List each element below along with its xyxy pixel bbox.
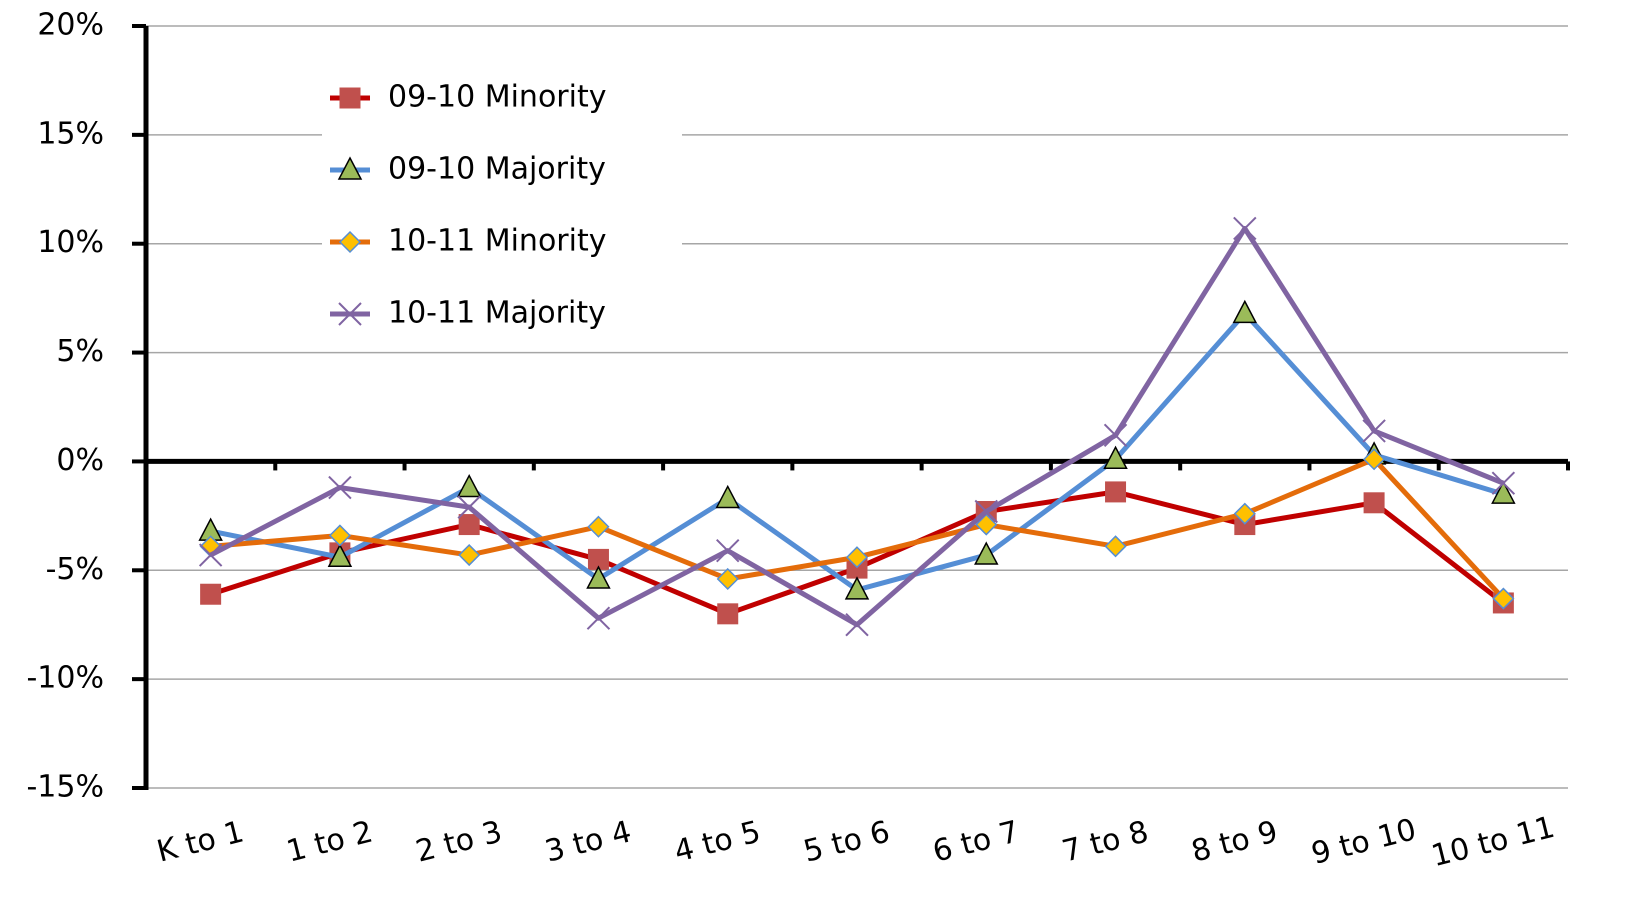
marker bbox=[1233, 216, 1257, 241]
y-tick-label: 15% bbox=[37, 116, 104, 151]
marker bbox=[327, 543, 353, 567]
legend-label: 09-10 Minority bbox=[388, 80, 606, 115]
marker bbox=[1492, 587, 1515, 610]
marker bbox=[337, 156, 363, 180]
marker bbox=[1232, 299, 1258, 324]
x-tick-label: 5 to 6 bbox=[800, 814, 893, 869]
marker bbox=[200, 583, 222, 605]
marker bbox=[717, 603, 739, 625]
x-tick-label: 10 to 11 bbox=[1428, 810, 1558, 874]
marker bbox=[1103, 423, 1128, 448]
marker bbox=[845, 546, 869, 569]
marker bbox=[844, 576, 870, 600]
marker bbox=[975, 513, 998, 536]
x-tick-label: 3 to 4 bbox=[542, 814, 635, 869]
marker bbox=[1105, 481, 1127, 503]
x-tick-label: 6 to 7 bbox=[929, 814, 1022, 869]
legend-label: 09-10 Majority bbox=[388, 152, 606, 187]
x-tick-label: 9 to 10 bbox=[1308, 812, 1420, 872]
marker bbox=[715, 484, 740, 509]
marker bbox=[1362, 419, 1386, 443]
y-tick-label: 0% bbox=[56, 443, 104, 478]
y-tick-label: 20% bbox=[37, 8, 104, 43]
marker bbox=[1363, 492, 1385, 514]
y-tick-label: -5% bbox=[46, 552, 104, 587]
legend-label: 10-11 Majority bbox=[388, 296, 606, 331]
marker bbox=[1491, 471, 1516, 495]
legend: 09-10 Minority 09-10 Majority 10-11 Minori… bbox=[322, 60, 682, 346]
marker bbox=[458, 543, 481, 567]
x-tick-label: 1 to 2 bbox=[283, 814, 376, 869]
marker bbox=[1233, 502, 1256, 525]
marker bbox=[338, 230, 362, 254]
y-tick-label: 5% bbox=[56, 334, 104, 369]
marker bbox=[845, 613, 869, 637]
x-tick-label: 8 to 9 bbox=[1188, 814, 1281, 869]
x-tick-label: 4 to 5 bbox=[671, 814, 764, 869]
x-tick-label: 7 to 8 bbox=[1059, 814, 1152, 869]
marker bbox=[328, 524, 351, 547]
marker bbox=[586, 606, 611, 630]
x-tick-label: 2 to 3 bbox=[412, 814, 505, 869]
y-tick-label: -15% bbox=[26, 770, 104, 805]
legend-box bbox=[322, 60, 682, 346]
marker bbox=[328, 475, 352, 500]
marker bbox=[974, 541, 999, 565]
marker bbox=[456, 473, 482, 498]
y-tick-label: 10% bbox=[37, 225, 104, 260]
marker bbox=[339, 87, 361, 109]
legend-label: 10-11 Minority bbox=[388, 224, 606, 259]
marker bbox=[338, 302, 362, 326]
marker bbox=[198, 543, 223, 567]
marker bbox=[716, 567, 739, 591]
x-tick-label: K to 1 bbox=[153, 814, 247, 869]
marker bbox=[1491, 480, 1516, 504]
marker bbox=[1104, 535, 1127, 558]
marker bbox=[716, 538, 740, 563]
marker bbox=[1363, 448, 1386, 471]
marker bbox=[974, 499, 998, 524]
marker bbox=[457, 495, 481, 519]
marker bbox=[458, 514, 480, 536]
marker bbox=[587, 515, 610, 538]
y-tick-label: -10% bbox=[26, 661, 104, 696]
marker bbox=[586, 565, 611, 589]
marker bbox=[1103, 445, 1128, 470]
